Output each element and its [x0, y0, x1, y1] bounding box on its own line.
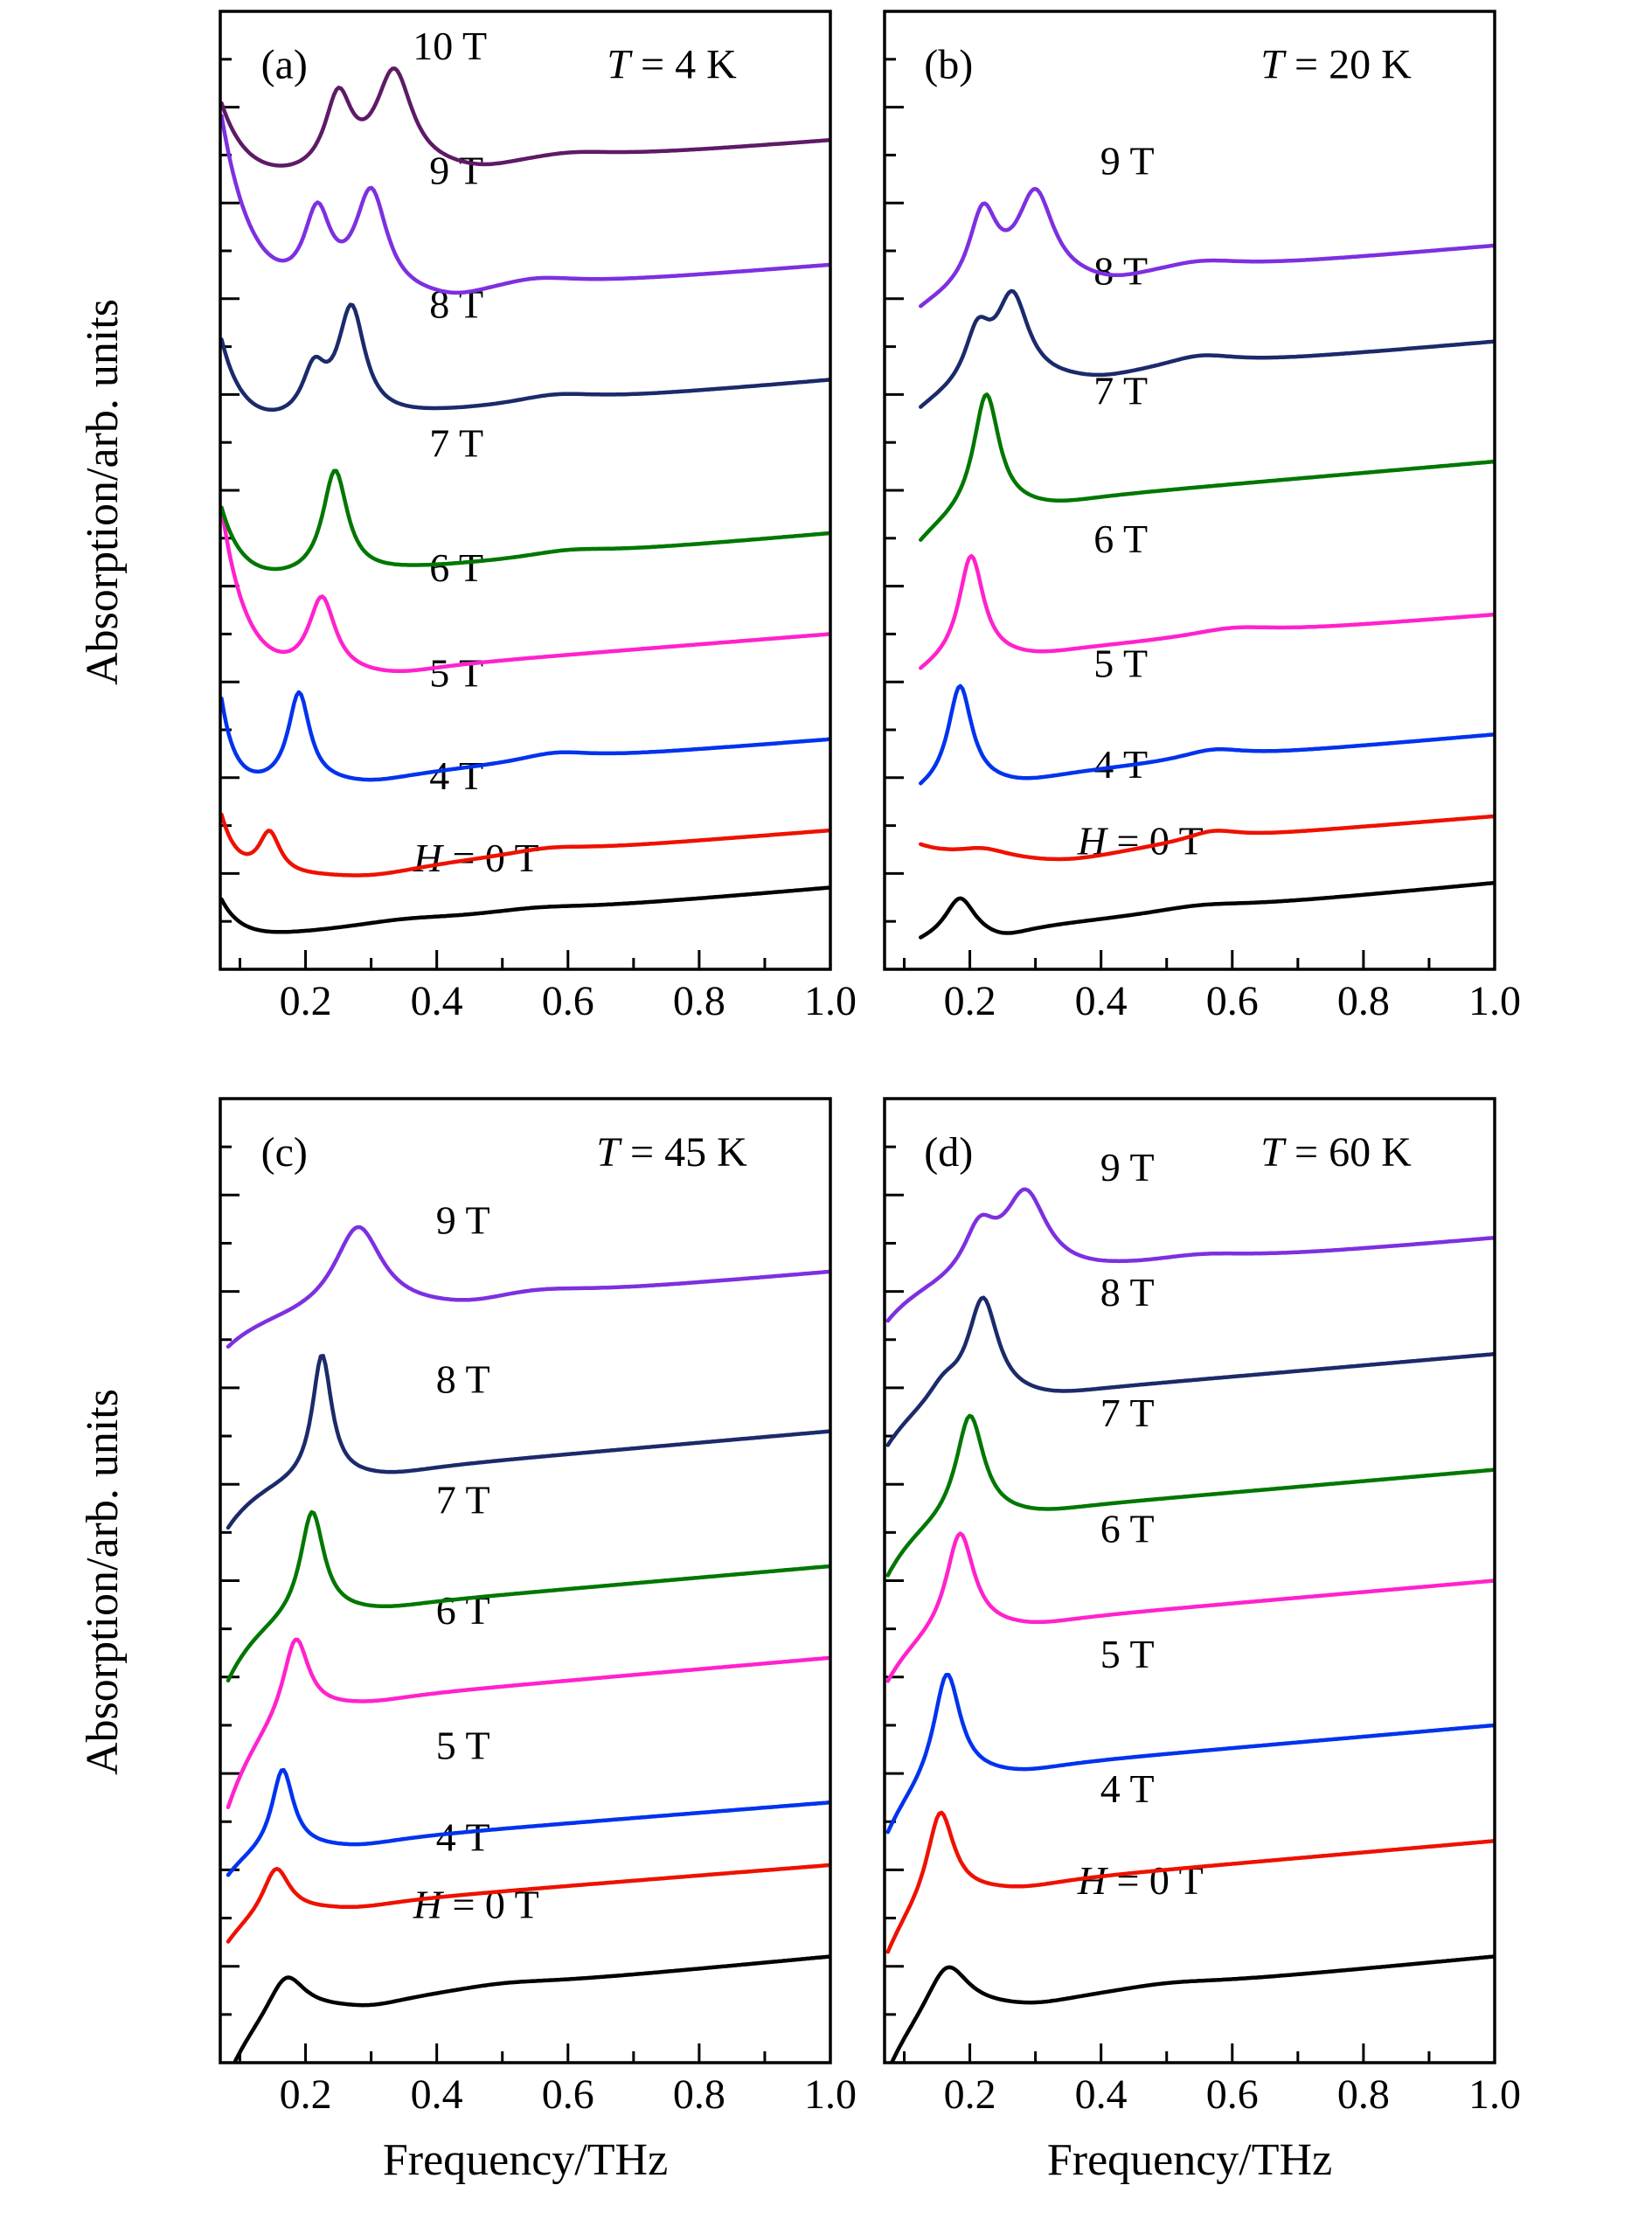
x-tick-label: 1.0 [804, 978, 857, 1024]
series-label-7T: 7 T [429, 421, 483, 466]
curve-5T [919, 683, 1495, 786]
plot-border [883, 1097, 1496, 2064]
y-axis-label-bottom: Absorption/arb. units [78, 1389, 128, 1775]
x-tick-label: 0.8 [673, 978, 725, 1024]
series-label-9T: 9 T [1100, 1145, 1155, 1190]
panel-c: 0.2 0.4 0.6 0.8 1.0(c) T = 45 KH = 0 T4 T5 T6… [219, 1097, 857, 2118]
series-label-5T: 5 T [429, 651, 483, 696]
x-tick-label: 0.6 [542, 978, 594, 1024]
curve-0T [232, 1954, 830, 2063]
panel-d: 0.2 0.4 0.6 0.8 1.0 (d) T = 60 K H = 0 T 4 T 5 T 6… [883, 1097, 1521, 2118]
x-tick-label: 0.4 [411, 978, 463, 1024]
series-label-6T: 6 T [429, 545, 483, 590]
series-label-4T: 4 T [429, 753, 483, 798]
panel-title: T = 4 K [607, 42, 737, 88]
series-label-0T: H = 0 T [1077, 818, 1204, 863]
curve-6T [885, 1531, 1495, 1683]
curve-9T [885, 1187, 1495, 1323]
x-tick-label: 1.0 [1468, 2071, 1521, 2118]
plot-border [219, 10, 832, 971]
curve-7T [919, 392, 1495, 542]
curve-5T [220, 690, 830, 782]
x-tick-label: 1.0 [1468, 978, 1521, 1024]
series-label-7T: 7 T [1100, 1391, 1155, 1435]
x-tick-label: 1.0 [804, 2071, 857, 2118]
curve-4T [220, 812, 830, 878]
x-tick-label: 0.8 [1337, 2071, 1390, 2118]
x-tick-label: 0.4 [1075, 978, 1128, 1024]
series-label-8T: 8 T [436, 1356, 490, 1401]
series-label-6T: 6 T [1093, 517, 1148, 561]
x-axis-label-left: Frequency/THz [382, 2135, 669, 2185]
curve-5T [885, 1672, 1495, 1835]
curve-7T [226, 1509, 830, 1682]
curve-0T [220, 885, 830, 934]
x-tick-label: 0.2 [944, 2071, 996, 2118]
series-label-4T: 4 T [436, 1814, 490, 1859]
series-label-6T: 6 T [1100, 1506, 1155, 1551]
curve-4T [226, 1863, 830, 1944]
x-axis-label-right: Frequency/THz [1046, 2135, 1333, 2185]
x-tick-label: 0.4 [411, 2071, 463, 2118]
series-label-7T: 7 T [436, 1477, 490, 1522]
x-tick-label: 0.2 [280, 978, 332, 1024]
curve-9T [226, 1224, 830, 1349]
series-label-4T: 4 T [1100, 1766, 1155, 1811]
curve-8T [919, 288, 1495, 409]
curve-5T [226, 1767, 830, 1877]
x-tick-label: 0.6 [542, 2071, 594, 2118]
curve-9T [220, 114, 830, 295]
series-label-5T: 5 T [1100, 1632, 1155, 1676]
curve-0T [919, 880, 1495, 940]
curve-8T [220, 302, 830, 413]
panel-label: (d) [924, 1129, 973, 1176]
series-label-5T: 5 T [1093, 642, 1148, 686]
series-label-10T: 10 T [413, 24, 487, 68]
x-tick-label: 0.6 [1206, 2071, 1259, 2118]
plot-border [219, 1097, 832, 2064]
curve-8T [885, 1295, 1495, 1447]
curve-4T [885, 1810, 1495, 1954]
x-tick-label: 0.8 [1337, 978, 1390, 1024]
panel-label: (b) [924, 42, 973, 88]
curve-6T [220, 505, 830, 674]
panel-a: 0.2 0.4 0.6 0.8 1.0(a) T = 4 KH = 0 T4 T5 T6 … [219, 10, 857, 1024]
x-tick-label: 0.2 [944, 978, 996, 1024]
curve-0T [889, 1954, 1495, 2063]
panel-label: (c) [261, 1129, 308, 1176]
panel-label: (a) [261, 42, 308, 88]
curve-6T [919, 553, 1495, 670]
x-tick-label: 0.6 [1206, 978, 1259, 1024]
curve-4T [919, 814, 1495, 862]
curve-8T [226, 1354, 830, 1530]
x-tick-label: 0.8 [673, 2071, 725, 2118]
curve-7T [220, 468, 830, 572]
panel-title: T = 20 K [1260, 42, 1412, 88]
plot-border [883, 10, 1496, 971]
series-label-9T: 9 T [436, 1197, 490, 1242]
series-label-8T: 8 T [1100, 1270, 1155, 1315]
curve-6T [226, 1637, 830, 1809]
series-label-9T: 9 T [1100, 138, 1155, 183]
curve-10T [220, 66, 830, 168]
panel-b: 0.2 0.4 0.6 0.8 1.0(b) T = 20 KH = 0 T4 T5 T6… [883, 10, 1521, 1024]
curve-7T [885, 1413, 1495, 1578]
series-label-5T: 5 T [436, 1724, 490, 1768]
series-label-9T: 9 T [429, 148, 483, 192]
y-axis-label-top: Absorption/arb. units [78, 299, 128, 685]
x-tick-label: 0.4 [1075, 2071, 1128, 2118]
panel-title: T = 45 K [596, 1129, 747, 1176]
panel-title: T = 60 K [1260, 1129, 1412, 1176]
curve-9T [919, 186, 1495, 309]
series-label-0T: H = 0 T [1077, 1858, 1204, 1903]
x-tick-label: 0.2 [280, 2071, 332, 2118]
